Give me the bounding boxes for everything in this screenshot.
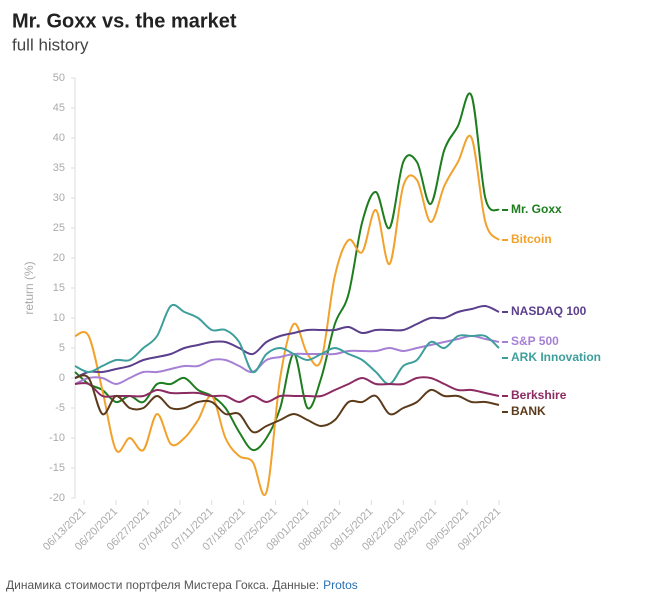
series-line bbox=[74, 374, 500, 434]
y-tick-label: 40 bbox=[53, 132, 65, 144]
series-line bbox=[74, 334, 500, 386]
y-tick-label: -20 bbox=[49, 492, 65, 504]
caption: Динамика стоимости портфеля Мистера Гокс… bbox=[6, 578, 320, 592]
chart: Mr. Goxx vs. the market full history ret… bbox=[12, 10, 601, 553]
y-tick-label: 0 bbox=[59, 372, 65, 384]
legend-label: Berkshire bbox=[511, 388, 567, 402]
legend-label: BANK bbox=[511, 404, 546, 418]
legend-label: ARK Innovation bbox=[511, 350, 601, 364]
y-tick-label: -15 bbox=[49, 462, 65, 474]
series-line bbox=[74, 303, 500, 386]
legend-label: Mr. Goxx bbox=[511, 202, 562, 216]
series-line bbox=[74, 376, 500, 404]
legend-label: NASDAQ 100 bbox=[511, 304, 587, 318]
chart-subtitle: full history bbox=[12, 35, 89, 54]
legend-label: Bitcoin bbox=[511, 232, 552, 246]
footer: Динамика стоимости портфеля Мистера Гокс… bbox=[6, 578, 358, 592]
y-tick-label: 50 bbox=[53, 72, 65, 84]
y-axis-label: return (%) bbox=[22, 261, 36, 314]
y-tick-label: -5 bbox=[55, 402, 65, 414]
y-tick-label: 45 bbox=[53, 102, 65, 114]
legend-label: S&P 500 bbox=[511, 334, 559, 348]
y-tick-label: 20 bbox=[53, 252, 65, 264]
chart-title: Mr. Goxx vs. the market bbox=[12, 10, 237, 32]
y-tick-label: 10 bbox=[53, 312, 65, 324]
y-tick-label: 5 bbox=[59, 342, 65, 354]
y-tick-label: 30 bbox=[53, 192, 65, 204]
series-line bbox=[74, 92, 500, 452]
y-tick-label: 35 bbox=[53, 162, 65, 174]
source-link[interactable]: Protos bbox=[323, 578, 358, 592]
series-line bbox=[74, 304, 500, 379]
y-tick-label: 15 bbox=[53, 282, 65, 294]
y-tick-label: -10 bbox=[49, 432, 65, 444]
y-tick-label: 25 bbox=[53, 222, 65, 234]
